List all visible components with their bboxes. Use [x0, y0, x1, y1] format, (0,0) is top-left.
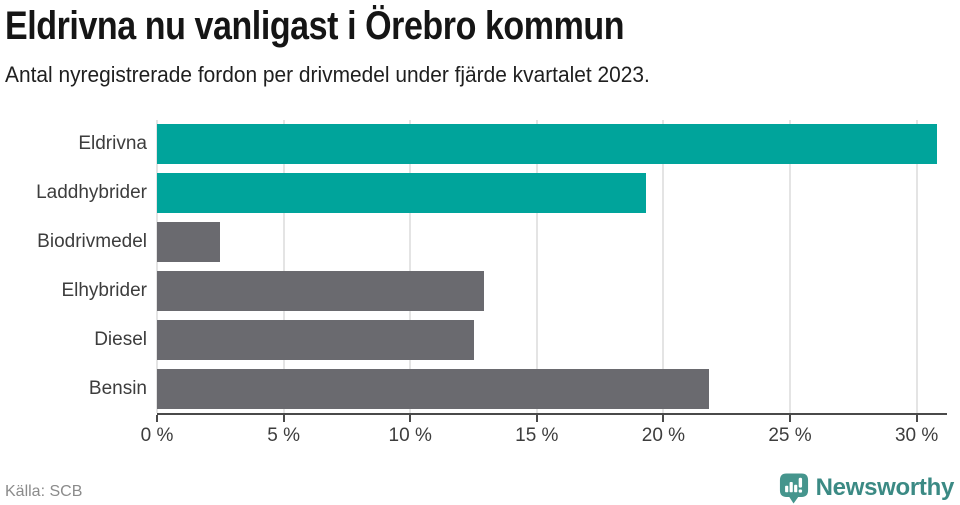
axis-tick [535, 415, 538, 422]
axis-tick [282, 415, 285, 422]
bar-chart: Eldrivna Laddhybrider Biodrivmedel Elhybrid… [0, 120, 960, 413]
bar-rows: Eldrivna Laddhybrider Biodrivmedel Elhybrid… [0, 120, 947, 413]
bar-laddhybrider [157, 173, 646, 214]
chart-row: Laddhybrider [0, 169, 947, 218]
bar-track [157, 120, 947, 169]
gridline [535, 120, 538, 413]
axis-tick-label: 30 % [894, 425, 939, 446]
category-label: Elhybrider [61, 279, 147, 301]
axis-tick-label: 20 % [641, 425, 686, 446]
axis-tick [156, 415, 158, 422]
bar-track [157, 364, 947, 413]
bar-bensin [157, 368, 709, 409]
category-label: Biodrivmedel [37, 231, 147, 253]
chart-row: Biodrivmedel [0, 218, 947, 267]
axis-tick [662, 415, 665, 422]
axis-tick [409, 415, 412, 422]
category-label: Bensin [88, 377, 147, 399]
x-axis: 0 % 5 % 10 % 15 % 20 % 25 % 30 % [141, 413, 947, 458]
bar-track [157, 266, 947, 315]
axis-tick-label: 15 % [515, 425, 559, 446]
newsworthy-icon [779, 473, 808, 503]
source-label: Källa: SCB [5, 483, 83, 500]
chart-subtitle: Antal nyregistrerade fordon per drivmede… [5, 62, 650, 87]
chart-row: Bensin [0, 364, 947, 413]
gridline [409, 120, 412, 413]
bar-eldrivna [157, 124, 937, 165]
newsworthy-logo[interactable]: Newsworthy [779, 471, 954, 505]
gridline [915, 120, 918, 413]
x-axis-line [157, 413, 947, 415]
axis-tick-label: 25 % [768, 425, 812, 446]
axis-tick [915, 415, 918, 422]
bar-track [157, 218, 947, 267]
gridline [662, 120, 665, 413]
category-label: Laddhybrider [36, 182, 147, 204]
newsworthy-wordmark: Newsworthy [815, 474, 955, 501]
chart-row: Eldrivna [0, 120, 947, 169]
grid [156, 120, 947, 413]
bar-track [157, 169, 947, 218]
axis-tick-label: 0 % [140, 425, 174, 446]
chart-row: Elhybrider [0, 266, 947, 315]
category-label: Diesel [94, 328, 147, 350]
gridline [789, 120, 791, 413]
axis-tick-label: 5 % [267, 425, 300, 446]
bar-biodrivmedel [157, 222, 221, 263]
axis-tick [789, 415, 791, 422]
bar-elhybrider [157, 270, 484, 311]
chart-row: Diesel [0, 315, 947, 364]
gridline [282, 120, 285, 413]
gridline [156, 120, 158, 413]
bar-track [157, 315, 947, 364]
axis-tick-label: 10 % [388, 425, 432, 446]
chart-title: Eldrivna nu vanligast i Örebro kommun [5, 4, 625, 48]
category-label: Eldrivna [78, 133, 147, 155]
bar-diesel [157, 319, 474, 360]
